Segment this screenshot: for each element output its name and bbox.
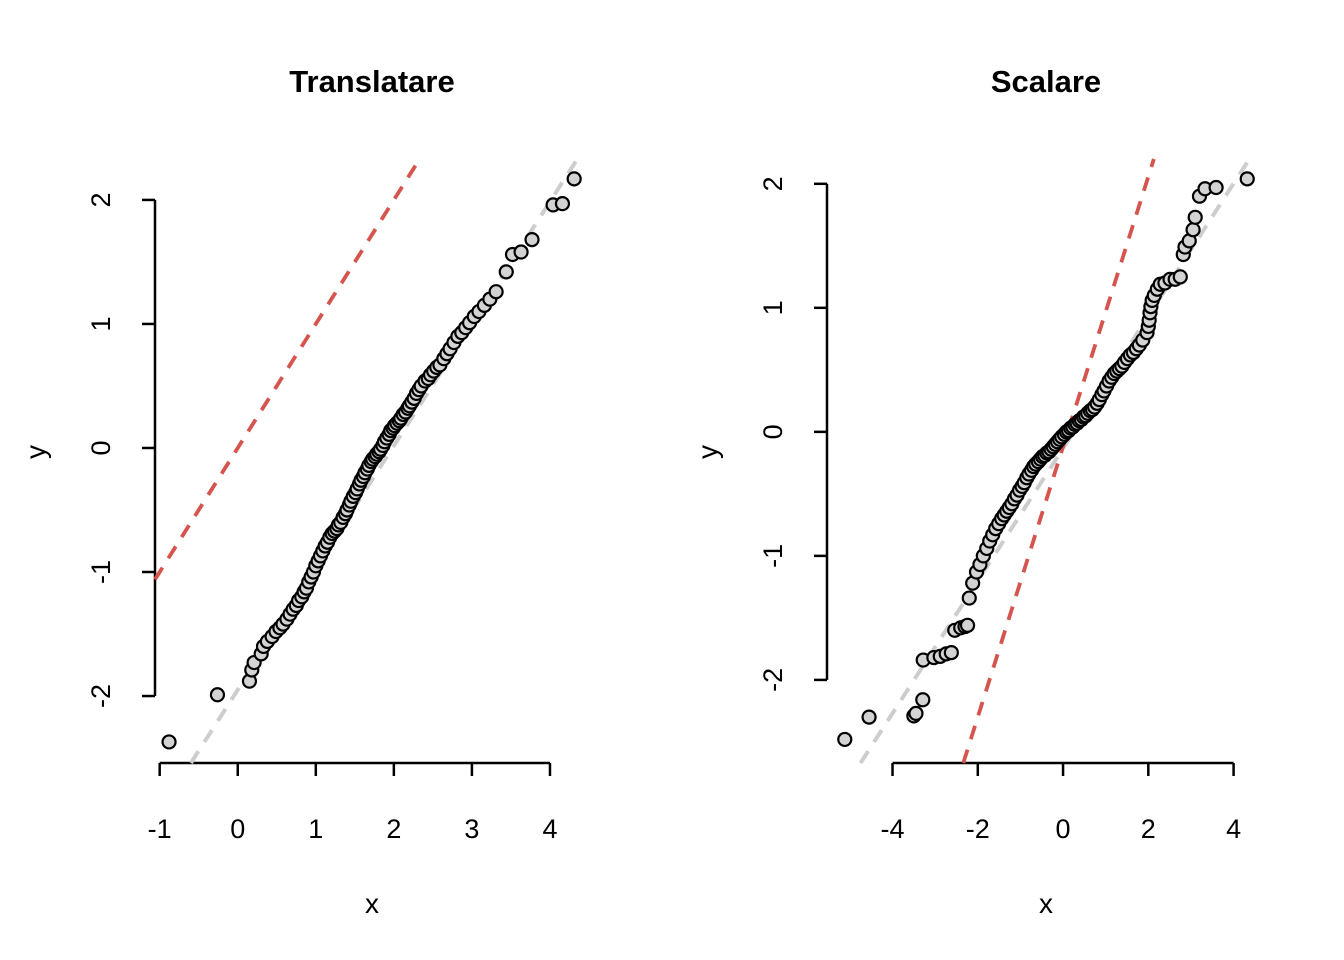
data-point (1208, 179, 1224, 196)
data-point (1185, 222, 1201, 238)
data-point (861, 709, 877, 725)
qq-line (858, 157, 1252, 765)
x-tick-label: -1 (148, 814, 172, 844)
x-tick-label: -2 (966, 814, 990, 844)
y-axis-title-left: y (20, 445, 51, 459)
y-tick-label: -1 (758, 544, 788, 568)
panels-group: -1 0 1 2 3 4 -2 -1 0 1 2 -4 -2 0 2 4 -2 -1 0 1 2 (86, 157, 1255, 844)
x-axis-title-right: x (1039, 888, 1053, 919)
y-tick-label: 0 (86, 440, 116, 455)
data-point (566, 171, 582, 187)
data-point (908, 705, 924, 721)
identity-line (153, 157, 422, 581)
x-tick-label: 1 (308, 814, 323, 844)
qq-line (189, 157, 579, 765)
data-point (488, 284, 504, 300)
y-tick-label: -2 (758, 668, 788, 692)
x-tick-label: 4 (542, 814, 557, 844)
data-point (554, 196, 571, 212)
x-axis-title-left: x (365, 888, 379, 919)
data-point (961, 590, 977, 606)
data-point (513, 244, 529, 260)
data-point (1187, 209, 1203, 225)
data-point (943, 645, 959, 661)
data-point (524, 232, 540, 248)
data-point (1172, 269, 1188, 285)
data-point (915, 692, 931, 708)
qq-panel: -1 0 1 2 3 4 -2 -1 0 1 2 (86, 157, 582, 844)
qq-panel: -4 -2 0 2 4 -2 -1 0 1 2 (758, 157, 1255, 844)
x-tick-label: 0 (1056, 814, 1071, 844)
y-axis-title-right: y (692, 445, 723, 459)
data-point (161, 734, 177, 750)
y-tick-label: 2 (86, 192, 116, 207)
identity-line (961, 158, 1156, 764)
panel-title-scalare: Scalare (991, 64, 1101, 99)
y-tick-label: 1 (758, 300, 788, 315)
x-tick-label: 2 (1141, 814, 1156, 844)
x-tick-label: 3 (464, 814, 479, 844)
y-tick-label: -2 (86, 684, 116, 708)
y-tick-label: 1 (86, 316, 116, 331)
x-tick-label: -4 (881, 814, 905, 844)
x-tick-label: 2 (386, 814, 401, 844)
y-tick-label: 2 (758, 176, 788, 191)
panel-title-translatare: Translatare (289, 64, 454, 99)
y-tick-label: 0 (758, 424, 788, 439)
y-tick-label: -1 (86, 560, 116, 584)
data-point (959, 617, 976, 633)
x-tick-label: 0 (230, 814, 245, 844)
data-point (1239, 171, 1255, 187)
data-point (837, 731, 853, 748)
data-point (498, 264, 514, 280)
x-tick-label: 4 (1226, 814, 1241, 844)
data-point (209, 687, 226, 703)
